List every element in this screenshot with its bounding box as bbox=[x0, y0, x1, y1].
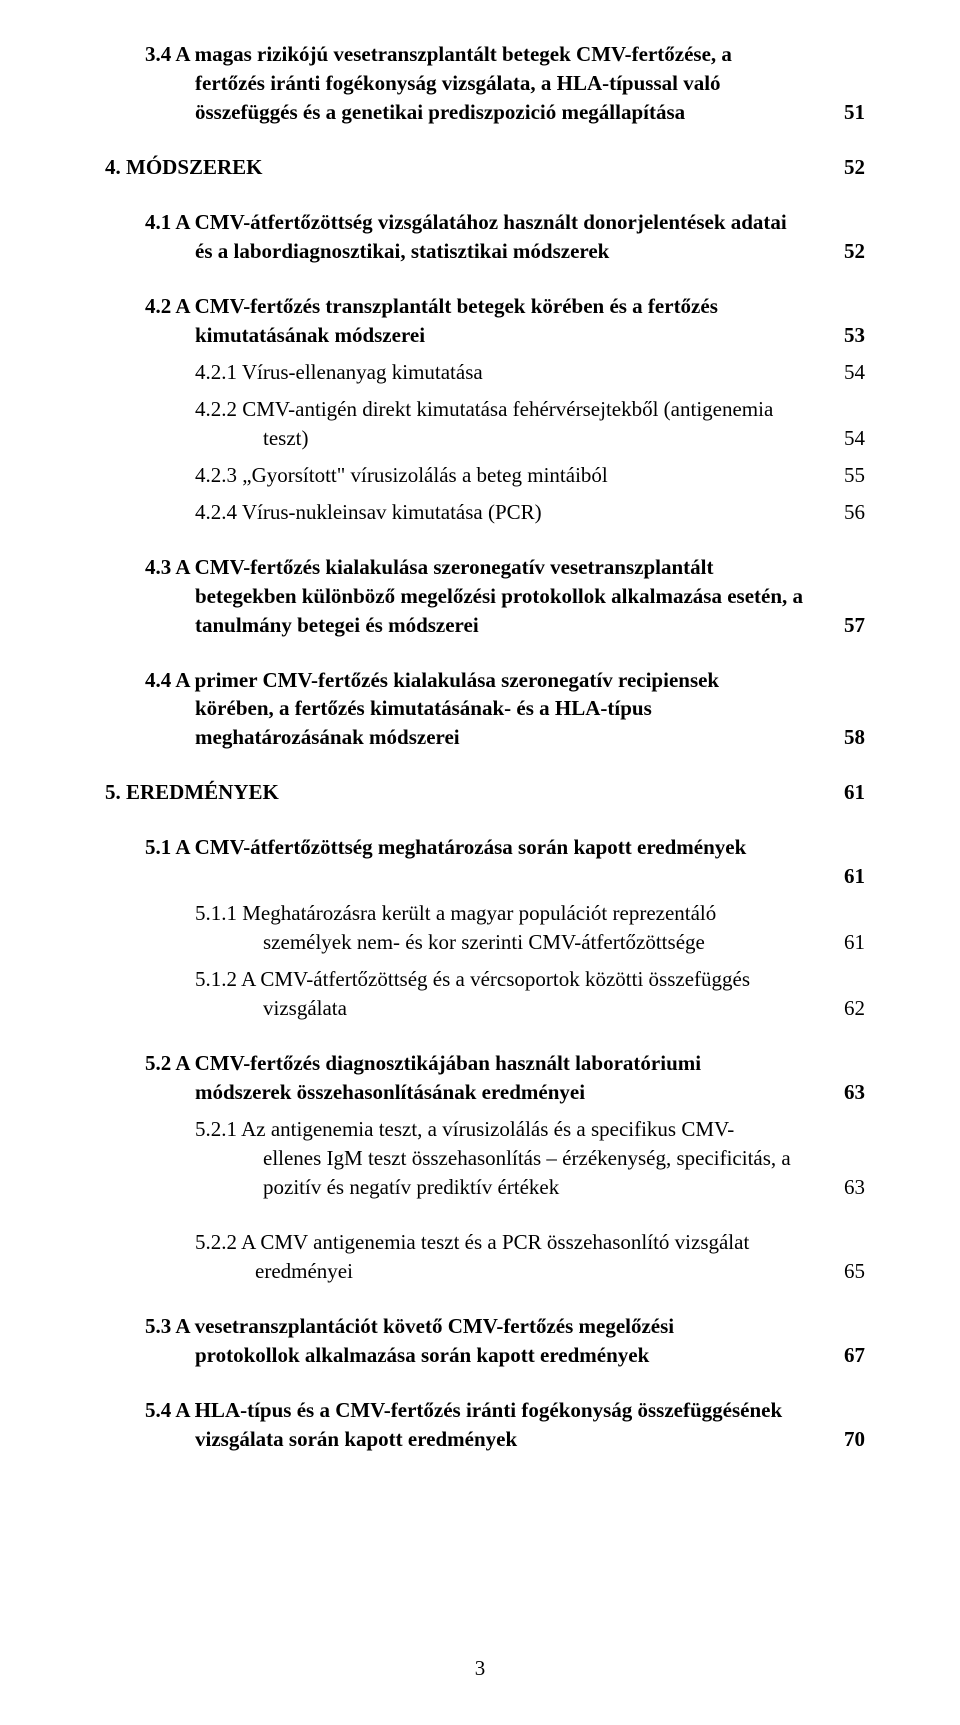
toc-page: 61 bbox=[834, 928, 865, 957]
toc-text: körében, a fertőzés kimutatásának- és a … bbox=[195, 694, 865, 723]
toc-entry-5.3: 5.3 A vesetranszplantációt követő CMV-fe… bbox=[145, 1312, 865, 1370]
toc-page: 55 bbox=[834, 461, 865, 490]
toc-page: 62 bbox=[834, 994, 865, 1023]
toc-page: 51 bbox=[834, 98, 865, 127]
toc-page: 52 bbox=[834, 237, 865, 266]
toc-text: 5.1.2 A CMV-átfertőzöttség és a vércsopo… bbox=[195, 965, 865, 994]
toc-text: protokollok alkalmazása során kapott ere… bbox=[195, 1341, 834, 1370]
toc-page: 67 bbox=[834, 1341, 865, 1370]
toc-text: ellenes IgM teszt összehasonlítás – érzé… bbox=[263, 1144, 865, 1173]
toc-text: 4.2.1 Vírus-ellenanyag kimutatása bbox=[195, 358, 834, 387]
toc-text: és a labordiagnosztikai, statisztikai mó… bbox=[195, 237, 834, 266]
toc-text: 5.3 A vesetranszplantációt követő CMV-fe… bbox=[145, 1312, 865, 1341]
toc-entry-4.2.4: 4.2.4 Vírus-nukleinsav kimutatása (PCR)5… bbox=[145, 498, 865, 527]
toc-page: 61 bbox=[834, 778, 865, 807]
toc-text: meghatározásának módszerei bbox=[195, 723, 834, 752]
toc-entry-4: 4. MÓDSZEREK52 bbox=[105, 153, 865, 182]
page-number: 3 bbox=[0, 1654, 960, 1683]
toc-text: módszerek összehasonlításának eredményei bbox=[195, 1078, 834, 1107]
toc-text: 4.2.4 Vírus-nukleinsav kimutatása (PCR) bbox=[195, 498, 834, 527]
document-page: 3.4 A magas rizikójú vesetranszplantált … bbox=[0, 0, 960, 1725]
toc-entry-5.1.2: 5.1.2 A CMV-átfertőzöttség és a vércsopo… bbox=[145, 965, 865, 1023]
toc-text: tanulmány betegei és módszerei bbox=[195, 611, 834, 640]
toc-text: személyek nem- és kor szerinti CMV-átfer… bbox=[263, 928, 834, 957]
toc-entry-3.4: 3.4 A magas rizikójú vesetranszplantált … bbox=[145, 40, 865, 127]
toc-entry-5: 5. EREDMÉNYEK61 bbox=[105, 778, 865, 807]
toc-text: 4.2.3 „Gyorsított" vírusizolálás a beteg… bbox=[195, 461, 834, 490]
toc-text: vizsgálata bbox=[263, 994, 834, 1023]
toc-text: teszt) bbox=[263, 424, 834, 453]
toc-text: vizsgálata során kapott eredmények bbox=[195, 1425, 834, 1454]
toc-entry-4.2.2: 4.2.2 CMV-antigén direkt kimutatása fehé… bbox=[145, 395, 865, 453]
toc-text: 5.2.2 A CMV antigenemia teszt és a PCR ö… bbox=[195, 1228, 865, 1257]
toc-entry-5.1: 5.1 A CMV-átfertőzöttség meghatározása s… bbox=[145, 833, 865, 891]
toc-entry-5.4: 5.4 A HLA-típus és a CMV-fertőzés iránti… bbox=[145, 1396, 865, 1454]
toc-text: fertőzés iránti fogékonyság vizsgálata, … bbox=[195, 69, 865, 98]
toc-entry-4.4: 4.4 A primer CMV-fertőzés kialakulása sz… bbox=[145, 666, 865, 753]
toc-page: 52 bbox=[834, 153, 865, 182]
toc-text: 4.2 A CMV-fertőzés transzplantált betege… bbox=[145, 292, 865, 321]
toc-page: 54 bbox=[834, 424, 865, 453]
toc-text: 5.2.1 Az antigenemia teszt, a vírusizolá… bbox=[195, 1115, 865, 1144]
toc-text bbox=[145, 862, 834, 891]
toc-page: 58 bbox=[834, 723, 865, 752]
toc-page: 54 bbox=[834, 358, 865, 387]
toc-text: 5.1.1 Meghatározásra került a magyar pop… bbox=[195, 899, 865, 928]
toc-text: 5. EREDMÉNYEK bbox=[105, 778, 834, 807]
toc-entry-4.2: 4.2 A CMV-fertőzés transzplantált betege… bbox=[145, 292, 865, 350]
toc-text: 5.4 A HLA-típus és a CMV-fertőzés iránti… bbox=[145, 1396, 865, 1425]
toc-page: 57 bbox=[834, 611, 865, 640]
toc-page: 53 bbox=[834, 321, 865, 350]
toc-text: 5.2 A CMV-fertőzés diagnosztikájában has… bbox=[145, 1049, 865, 1078]
toc-text: betegekben különböző megelőzési protokol… bbox=[195, 582, 865, 611]
toc-entry-4.2.3: 4.2.3 „Gyorsított" vírusizolálás a beteg… bbox=[145, 461, 865, 490]
toc-page: 61 bbox=[834, 862, 865, 891]
toc-entry-4.1: 4.1 A CMV-átfertőzöttség vizsgálatához h… bbox=[145, 208, 865, 266]
toc-text: 4. MÓDSZEREK bbox=[105, 153, 834, 182]
toc-text: 3.4 A magas rizikójú vesetranszplantált … bbox=[145, 40, 865, 69]
toc-entry-4.2.1: 4.2.1 Vírus-ellenanyag kimutatása54 bbox=[145, 358, 865, 387]
toc-page: 56 bbox=[834, 498, 865, 527]
toc-entry-5.2.2: 5.2.2 A CMV antigenemia teszt és a PCR ö… bbox=[145, 1228, 865, 1286]
toc-text: 4.2.2 CMV-antigén direkt kimutatása fehé… bbox=[195, 395, 865, 424]
toc-text: 4.4 A primer CMV-fertőzés kialakulása sz… bbox=[145, 666, 865, 695]
toc-page: 65 bbox=[834, 1257, 865, 1286]
toc-page: 70 bbox=[834, 1425, 865, 1454]
toc-text: összefüggés és a genetikai prediszpozici… bbox=[195, 98, 834, 127]
toc-entry-5.1.1: 5.1.1 Meghatározásra került a magyar pop… bbox=[145, 899, 865, 957]
toc-entry-5.2: 5.2 A CMV-fertőzés diagnosztikájában has… bbox=[145, 1049, 865, 1107]
toc-text: eredményei bbox=[255, 1257, 834, 1286]
toc-text: 4.3 A CMV-fertőzés kialakulása szeronega… bbox=[145, 553, 865, 582]
toc-text: 5.1 A CMV-átfertőzöttség meghatározása s… bbox=[145, 833, 865, 862]
toc-text: 4.1 A CMV-átfertőzöttség vizsgálatához h… bbox=[145, 208, 865, 237]
toc-text: pozitív és negatív prediktív értékek bbox=[263, 1173, 834, 1202]
toc-text: kimutatásának módszerei bbox=[195, 321, 834, 350]
toc-entry-4.3: 4.3 A CMV-fertőzés kialakulása szeronega… bbox=[145, 553, 865, 640]
toc-page: 63 bbox=[834, 1173, 865, 1202]
toc-page: 63 bbox=[834, 1078, 865, 1107]
toc-entry-5.2.1: 5.2.1 Az antigenemia teszt, a vírusizolá… bbox=[145, 1115, 865, 1202]
